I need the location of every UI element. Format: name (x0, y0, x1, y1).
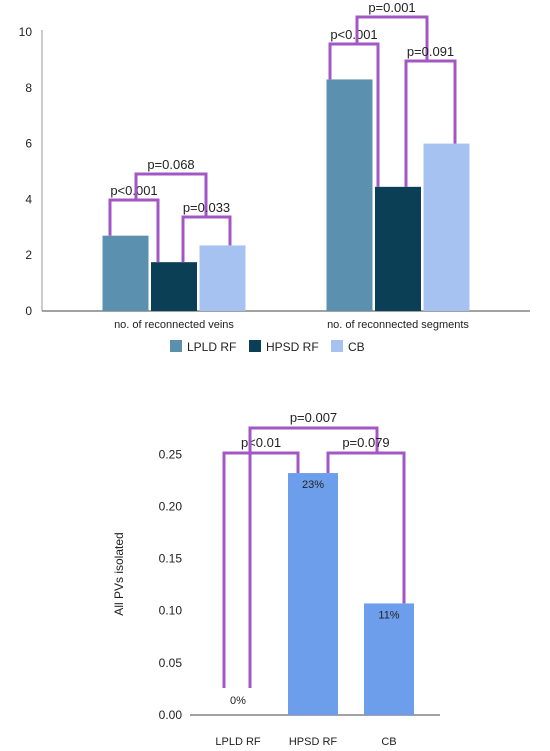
data-label: 0% (230, 695, 246, 707)
bar (151, 262, 197, 311)
y-tick-label: 6 (25, 137, 32, 151)
data-label: 11% (378, 609, 399, 621)
bar (364, 603, 414, 715)
x-category-label: HPSD RF (289, 736, 338, 748)
p-value-label: p<0.001 (110, 183, 157, 198)
reconnection-bar-chart: 0 2 4 6 8 10 no. of reconnected veins no. of re… (19, 0, 530, 354)
p-value-label: p=0.001 (368, 0, 415, 15)
bar (375, 186, 421, 311)
p-value-label: p=0.091 (407, 44, 454, 59)
y-tick-label: 0.20 (159, 499, 183, 513)
p-value-label: p<0.001 (330, 27, 377, 42)
significance-bracket (328, 42, 380, 187)
legend-label: CB (348, 340, 365, 354)
significance-bracket (181, 215, 232, 263)
p-value-label: p=0.033 (183, 200, 230, 215)
y-tick-label: 0.00 (159, 708, 183, 722)
y-tick-label: 0.25 (159, 447, 183, 461)
y-tick-label: 0.05 (159, 656, 183, 670)
y-tick-label: 0 (25, 304, 32, 318)
y-tick-label: 0.10 (159, 604, 183, 618)
significance-bracket (326, 451, 406, 604)
x-category-label: no. of reconnected veins (114, 319, 234, 331)
y-tick-label: 0.15 (159, 552, 183, 566)
legend-label: LPLD RF (187, 340, 236, 354)
significance-bracket (108, 198, 160, 263)
legend-swatch (170, 340, 182, 352)
legend-swatch (331, 340, 343, 352)
significance-bracket (248, 426, 379, 688)
bar (326, 79, 373, 312)
significance-bracket (222, 451, 300, 688)
bar (423, 143, 470, 311)
legend-label: HPSD RF (266, 340, 319, 354)
y-tick-label: 4 (25, 192, 32, 206)
data-label: 23% (302, 479, 324, 491)
significance-bracket (134, 172, 208, 217)
significance-bracket (404, 59, 457, 187)
p-value-label: p=0.007 (290, 410, 337, 425)
y-tick-label: 10 (19, 25, 33, 39)
legend-swatch (249, 340, 261, 352)
x-category-label: LPLD RF (215, 736, 261, 748)
significance-bracket (355, 15, 429, 61)
x-category-label: no. of reconnected segments (327, 319, 469, 331)
pv-isolation-bar-chart: 0.00 0.05 0.10 0.15 0.20 0.25 All PVs isolated… (112, 410, 440, 748)
y-tick-label: 8 (25, 81, 32, 95)
x-category-label: CB (381, 736, 396, 748)
p-value-label: p<0.01 (241, 435, 281, 450)
p-value-label: p=0.068 (147, 157, 194, 172)
bar (199, 245, 246, 311)
y-axis-title: All PVs isolated (112, 532, 126, 615)
bar (288, 473, 338, 715)
p-value-label: p=0.079 (342, 435, 389, 450)
bar (102, 235, 149, 311)
y-tick-label: 2 (25, 248, 32, 262)
